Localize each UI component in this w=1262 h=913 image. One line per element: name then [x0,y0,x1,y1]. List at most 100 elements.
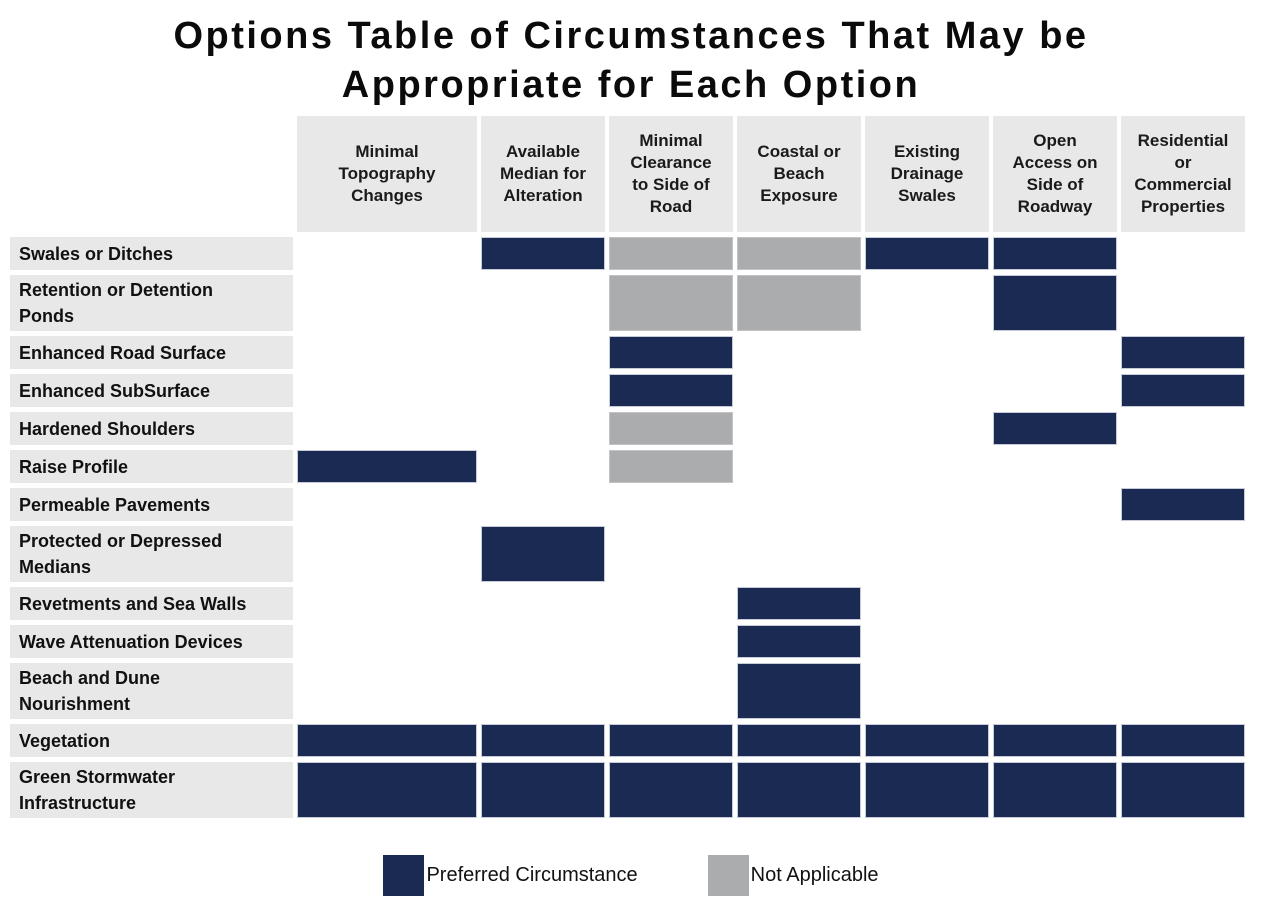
corner-spacer [10,116,293,232]
matrix-cell [993,724,1117,757]
matrix-cell [737,587,861,620]
column-header-line: Open [1033,131,1077,150]
matrix-cell [737,488,861,521]
matrix-cell [609,237,733,270]
matrix-cell [993,450,1117,483]
matrix-cell [481,526,605,582]
matrix-cell [865,275,989,331]
matrix-cell [737,762,861,818]
column-header-line: Drainage [890,164,964,183]
matrix-cell [1121,412,1245,445]
row-label-line: Vegetation [19,730,111,751]
matrix-cell [993,275,1117,331]
matrix-cell [1121,762,1245,818]
column-header-line: Minimal [355,142,419,161]
matrix-cell [1121,526,1245,582]
column-header: Open Access on Side of Roadway [993,116,1117,232]
matrix-cell [609,663,733,719]
column-header: Existing Drainage Swales [865,116,989,232]
row-label: Enhanced SubSurface [10,374,293,407]
matrix-cell [993,336,1117,369]
options-matrix: Minimal Topography Changes Available Median … [10,116,1262,818]
matrix-cell [993,587,1117,620]
matrix-cell [865,762,989,818]
row-label-line: Retention or Detention [19,280,213,300]
row-label-line: Revetments and Sea Walls [19,593,247,614]
matrix-cell [297,336,477,369]
column-header-line: to Side of [632,175,710,194]
matrix-cell [609,374,733,407]
matrix-cell [481,724,605,757]
column-header: Available Median for Alteration [481,116,605,232]
matrix-cell [481,237,605,270]
matrix-cell [993,526,1117,582]
matrix-cell [297,450,477,483]
matrix-cell [1121,488,1245,521]
row-label-line: Infrastructure [19,793,137,813]
column-header-line: Access on [1012,153,1098,172]
column-header-line: Exposure [760,186,838,205]
legend-swatch [707,855,749,896]
matrix-cell [609,336,733,369]
row-label-line: Wave Attenuation Devices [19,631,243,652]
matrix-cell [1121,450,1245,483]
page-title: Options Table of Circumstances That May … [0,0,1262,110]
row-label: Retention or Detention Ponds [10,275,293,331]
matrix-cell [865,336,989,369]
row-label: Green Stormwater Infrastructure [10,762,293,818]
row-label: Wave Attenuation Devices [10,625,293,658]
matrix-cell [737,450,861,483]
column-header-line: Alteration [503,186,583,205]
column-header-line: Commercial [1134,175,1232,194]
row-label-line: Ponds [19,306,75,326]
legend-item: Preferred Circumstance [383,855,638,896]
matrix-cell [481,488,605,521]
matrix-cell [865,625,989,658]
matrix-cell [737,412,861,445]
matrix-cell [481,663,605,719]
legend-swatch [383,855,425,896]
row-label: Vegetation [10,724,293,757]
matrix-cell [481,625,605,658]
matrix-cell [993,625,1117,658]
row-label-line: Medians [19,557,92,577]
matrix-cell [865,587,989,620]
matrix-cell [737,625,861,658]
matrix-cell [609,526,733,582]
legend-label: Preferred Circumstance [426,864,638,886]
matrix-cell [865,724,989,757]
matrix-cell [1121,275,1245,331]
matrix-cell [297,663,477,719]
legend-item: Not Applicable [707,855,879,896]
matrix-cell [297,275,477,331]
matrix-cell [297,625,477,658]
matrix-cell [1121,724,1245,757]
matrix-cell [609,488,733,521]
column-header-line: Clearance [630,153,712,172]
matrix-cell [865,663,989,719]
matrix-cell [609,625,733,658]
matrix-cell [1121,587,1245,620]
row-label: Protected or Depressed Medians [10,526,293,582]
matrix-cell [993,412,1117,445]
row-label-line: Enhanced Road Surface [19,342,227,363]
column-header-line: Changes [351,186,423,205]
column-header: Coastal or Beach Exposure [737,116,861,232]
column-header-line: Topography [338,164,436,183]
matrix-cell [481,412,605,445]
column-header: Residential or Commercial Properties [1121,116,1245,232]
matrix-cell [609,450,733,483]
matrix-cell [865,488,989,521]
matrix-cell [737,526,861,582]
matrix-cell [737,663,861,719]
column-header-line: Side of [1026,175,1084,194]
matrix-cell [481,587,605,620]
matrix-cell [1121,663,1245,719]
matrix-cell [297,587,477,620]
matrix-cell [1121,625,1245,658]
row-label-line: Nourishment [19,694,131,714]
matrix-cell [609,762,733,818]
matrix-cell [993,237,1117,270]
matrix-cell [481,374,605,407]
